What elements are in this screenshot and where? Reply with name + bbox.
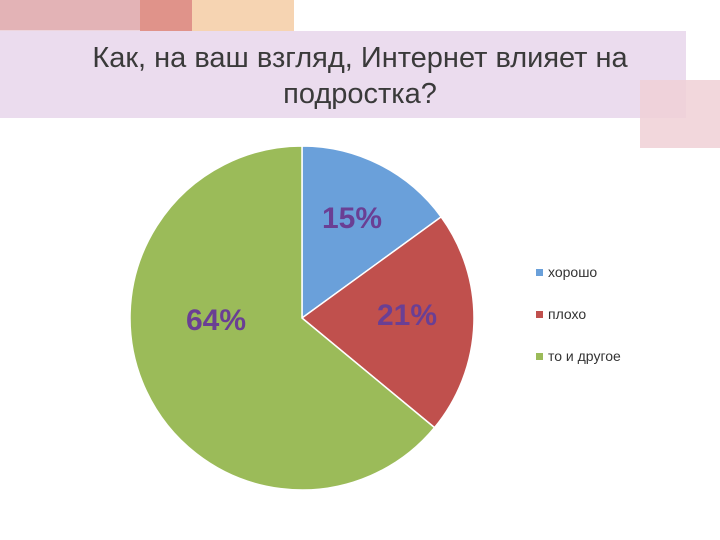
legend-label-bad: плохо: [548, 306, 587, 322]
pie-slice-both: [129, 145, 436, 491]
legend-label-good: хорошо: [548, 264, 598, 280]
legend-item-both: то и другое: [536, 346, 621, 366]
slice-label-good: 15%: [322, 202, 382, 235]
pie-slice-bad: [300, 215, 475, 429]
title-band: [0, 31, 686, 118]
pie-slice-good: [301, 145, 443, 320]
legend-label-both: то и другое: [548, 348, 621, 364]
chart-legend: хорошо плохо то и другое: [536, 262, 621, 388]
legend-swatch-good: [536, 268, 543, 276]
legend-item-good: хорошо: [536, 262, 621, 282]
slice-label-both: 64%: [186, 304, 246, 337]
decor-block-pink: [640, 80, 720, 148]
legend-item-bad: плохо: [536, 304, 621, 324]
legend-swatch-both: [536, 352, 543, 360]
slide-title: Как, на ваш взгляд, Интернет влияет на п…: [92, 42, 628, 110]
slice-label-bad: 21%: [377, 299, 437, 332]
decor-block-rose: [0, 0, 140, 30]
legend-swatch-bad: [536, 310, 543, 318]
